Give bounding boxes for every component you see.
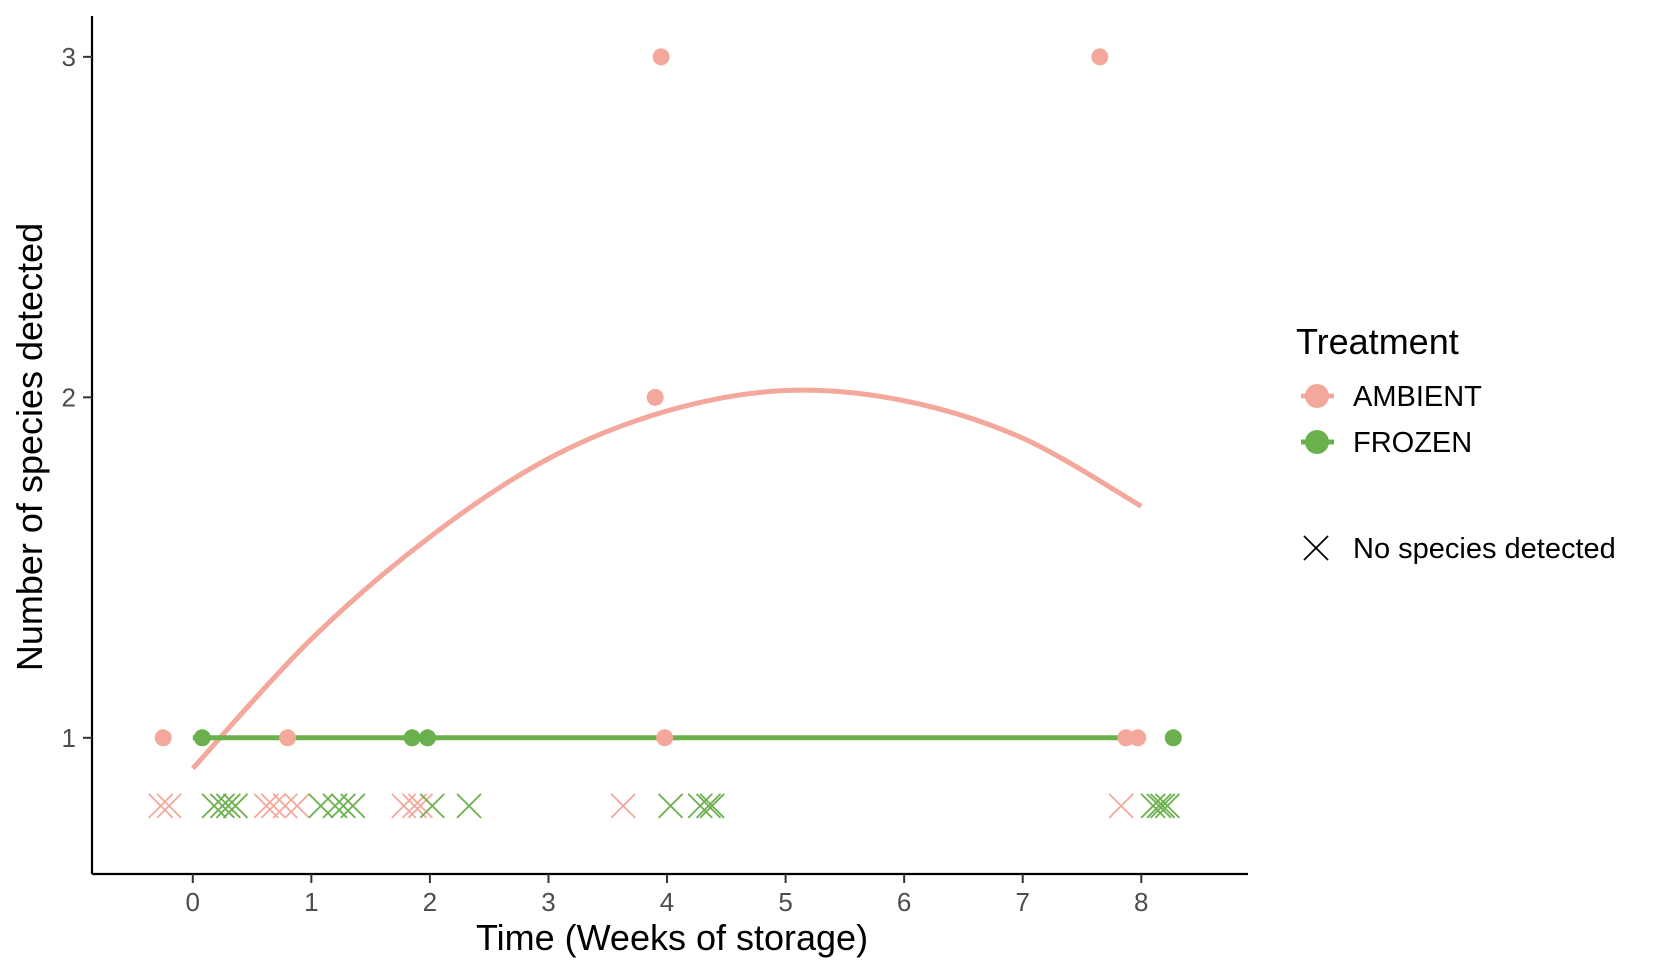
no-detection-cross-frozen [456,793,482,819]
no-detection-cross-frozen [699,793,725,819]
legend-key-no-detection [1303,535,1329,561]
no-detection-cross-frozen [322,793,348,819]
y-tick-label: 3 [62,42,76,72]
legend: Treatment AMBIENT FROZEN No species dete… [1296,321,1616,565]
no-detection-cross-frozen [1140,793,1166,819]
no-detection-cross-ambient [156,793,182,819]
data-point-frozen [403,729,421,747]
data-point-ambient [1117,729,1135,747]
data-point-ambient [1129,729,1147,747]
y-axis-title: Number of species detected [9,223,50,671]
x-tick-label: 0 [186,887,200,917]
no-detection-cross-frozen [222,793,249,819]
no-detection-cross-ambient [284,793,310,819]
no-detection-cross-frozen [209,793,236,819]
plot-area [148,48,1182,819]
no-detection-cross-frozen [1149,793,1176,819]
y-tick-label: 1 [62,723,76,753]
data-point-frozen [193,729,211,747]
y-tick-label: 2 [62,382,76,412]
data-point-ambient [154,729,172,747]
no-detection-cross-ambient [148,793,174,819]
legend-label-frozen: FROZEN [1353,427,1472,459]
no-detection-cross-ambient [407,793,434,819]
legend-title: Treatment [1296,321,1459,362]
data-point-ambient [646,388,664,406]
data-point-ambient [1091,48,1109,66]
x-tick-label: 1 [304,887,318,917]
no-detection-cross-ambient [272,793,298,819]
no-detection-cross-ambient [253,793,279,819]
no-detection-cross-frozen [687,793,713,819]
legend-key-frozen [1301,430,1334,454]
no-detection-cross-frozen [657,793,684,819]
legend-key-ambient [1301,384,1334,408]
legend-label-ambient: AMBIENT [1353,381,1482,413]
no-detection-cross-frozen [1146,793,1172,819]
x-tick-label: 3 [541,887,555,917]
no-detection-cross-frozen [215,793,241,819]
x-tick-label: 4 [660,887,674,917]
no-detection-cross-frozen [340,793,366,819]
x-tick-label: 8 [1134,887,1148,917]
x-tick-label: 6 [897,887,911,917]
data-point-ambient [656,729,674,747]
axes: 0 1 2 3 4 5 6 7 8 1 2 3 [62,16,1248,917]
fit-line-ambient [190,387,1143,771]
x-axis-title: Time (Weeks of storage) [476,917,868,958]
x-tick-label: 2 [423,887,437,917]
legend-label-no-detection: No species detected [1353,533,1616,565]
data-point-ambient [652,48,670,66]
data-point-ambient [279,729,297,747]
x-tick-label: 5 [778,887,792,917]
no-detection-cross-frozen [201,793,227,819]
no-detection-cross-frozen [330,793,356,819]
no-detection-cross-frozen [308,793,334,819]
no-detection-cross-frozen [695,793,722,819]
no-detection-cross-ambient [401,793,428,819]
no-detection-cross-frozen [1154,793,1181,819]
no-detection-cross-ambient [610,793,636,819]
no-detection-cross-ambient [1108,793,1134,819]
data-point-frozen [419,729,437,747]
no-detection-cross-frozen [419,793,445,819]
no-detection-cross-ambient [260,793,287,819]
data-point-frozen [1164,729,1182,747]
x-tick-label: 7 [1015,887,1029,917]
